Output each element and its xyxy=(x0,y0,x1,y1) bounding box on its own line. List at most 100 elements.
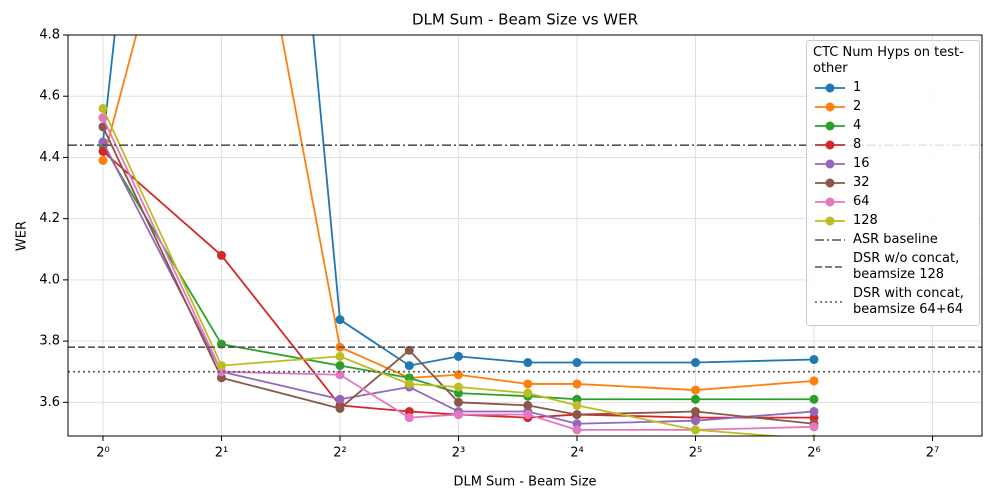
legend-marker xyxy=(825,140,835,150)
data-point xyxy=(572,379,582,389)
legend-marker xyxy=(825,121,835,131)
x-tick-label: 2⁴ xyxy=(570,446,583,461)
legend-entry: 4 xyxy=(813,118,973,134)
data-point xyxy=(809,354,819,364)
legend-marker xyxy=(825,83,835,93)
y-tick-label: 4.0 xyxy=(39,272,60,287)
y-axis-label: WER xyxy=(15,221,30,251)
y-tick-label: 4.8 xyxy=(39,28,60,43)
data-point xyxy=(572,425,582,435)
data-point xyxy=(216,339,226,349)
data-point xyxy=(335,315,345,325)
legend-entry: 64 xyxy=(813,194,973,210)
data-point xyxy=(690,425,700,435)
y-tick-label: 4.2 xyxy=(39,211,60,226)
legend-entry: ASR baseline xyxy=(813,232,973,248)
data-point xyxy=(98,137,108,147)
legend-label: 1 xyxy=(853,80,862,95)
data-point xyxy=(809,422,819,432)
data-point xyxy=(98,146,108,156)
y-tick-label: 3.6 xyxy=(39,395,60,410)
data-point xyxy=(404,361,414,371)
legend-marker xyxy=(825,159,835,169)
data-point xyxy=(335,351,345,361)
legend-icon xyxy=(815,83,845,93)
y-tick-label: 4.6 xyxy=(39,89,60,104)
legend-icon xyxy=(815,159,845,169)
data-point xyxy=(453,370,463,380)
data-point xyxy=(809,394,819,404)
y-tick-label: 4.4 xyxy=(39,150,60,165)
data-point xyxy=(572,410,582,420)
data-point xyxy=(523,358,533,368)
data-point xyxy=(572,400,582,410)
data-point xyxy=(335,394,345,404)
data-point xyxy=(523,388,533,398)
data-point xyxy=(98,103,108,113)
data-point xyxy=(216,250,226,260)
data-point xyxy=(523,410,533,420)
legend-title: CTC Num Hyps on test-other xyxy=(813,45,964,76)
x-tick-label: 2⁷ xyxy=(926,446,939,461)
data-point xyxy=(404,413,414,423)
legend-icon xyxy=(815,178,845,188)
legend-icon xyxy=(815,266,845,268)
data-point xyxy=(216,361,226,371)
data-point xyxy=(690,385,700,395)
data-point xyxy=(453,351,463,361)
data-point xyxy=(809,407,819,417)
legend-label: 16 xyxy=(853,156,870,171)
legend-icon xyxy=(815,197,845,207)
data-point xyxy=(453,410,463,420)
legend-entry: DSR w/o concat, beamsize 128 xyxy=(813,251,973,283)
data-point xyxy=(809,376,819,386)
legend-label: DSR with concat, beamsize 64+64 xyxy=(853,286,964,317)
x-axis-label: DLM Sum - Beam Size xyxy=(453,475,596,490)
data-point xyxy=(404,379,414,389)
data-point xyxy=(690,358,700,368)
legend-marker xyxy=(825,216,835,226)
data-point xyxy=(523,400,533,410)
data-point xyxy=(690,416,700,426)
x-tick-label: 2⁰ xyxy=(96,446,109,461)
legend: CTC Num Hyps on test-other 1 2 4 8 16 32 64 128… xyxy=(806,40,980,326)
legend-marker xyxy=(825,197,835,207)
legend-label: ASR baseline xyxy=(853,232,938,247)
legend-icon xyxy=(815,140,845,150)
legend-entry: 16 xyxy=(813,156,973,172)
data-point xyxy=(690,394,700,404)
legend-label: 64 xyxy=(853,194,870,209)
data-point xyxy=(523,379,533,389)
legend-entry: 32 xyxy=(813,175,973,191)
legend-icon xyxy=(815,216,845,226)
y-tick-label: 3.8 xyxy=(39,334,60,349)
legend-label: 32 xyxy=(853,175,870,190)
legend-entry: 1 xyxy=(813,80,973,96)
x-tick-label: 2² xyxy=(333,446,346,461)
legend-label: DSR w/o concat, beamsize 128 xyxy=(853,251,960,282)
x-tick-label: 2⁶ xyxy=(807,446,820,461)
legend-label: 4 xyxy=(853,118,862,133)
data-point xyxy=(453,382,463,392)
data-point xyxy=(335,370,345,380)
data-point xyxy=(572,358,582,368)
legend-label: 128 xyxy=(853,213,878,228)
legend-entry: 8 xyxy=(813,137,973,153)
data-point xyxy=(98,156,108,166)
legend-marker xyxy=(825,102,835,112)
data-point xyxy=(453,397,463,407)
legend-icon xyxy=(815,239,845,241)
x-tick-label: 2³ xyxy=(452,446,465,461)
chart-title: DLM Sum - Beam Size vs WER xyxy=(412,11,638,29)
legend-entry: DSR with concat, beamsize 64+64 xyxy=(813,286,973,318)
data-point xyxy=(404,345,414,355)
legend-icon xyxy=(815,301,845,303)
plot-frame xyxy=(67,34,983,437)
legend-marker xyxy=(825,178,835,188)
data-point xyxy=(690,407,700,417)
data-point xyxy=(335,361,345,371)
legend-icon xyxy=(815,102,845,112)
legend-icon xyxy=(815,121,845,131)
